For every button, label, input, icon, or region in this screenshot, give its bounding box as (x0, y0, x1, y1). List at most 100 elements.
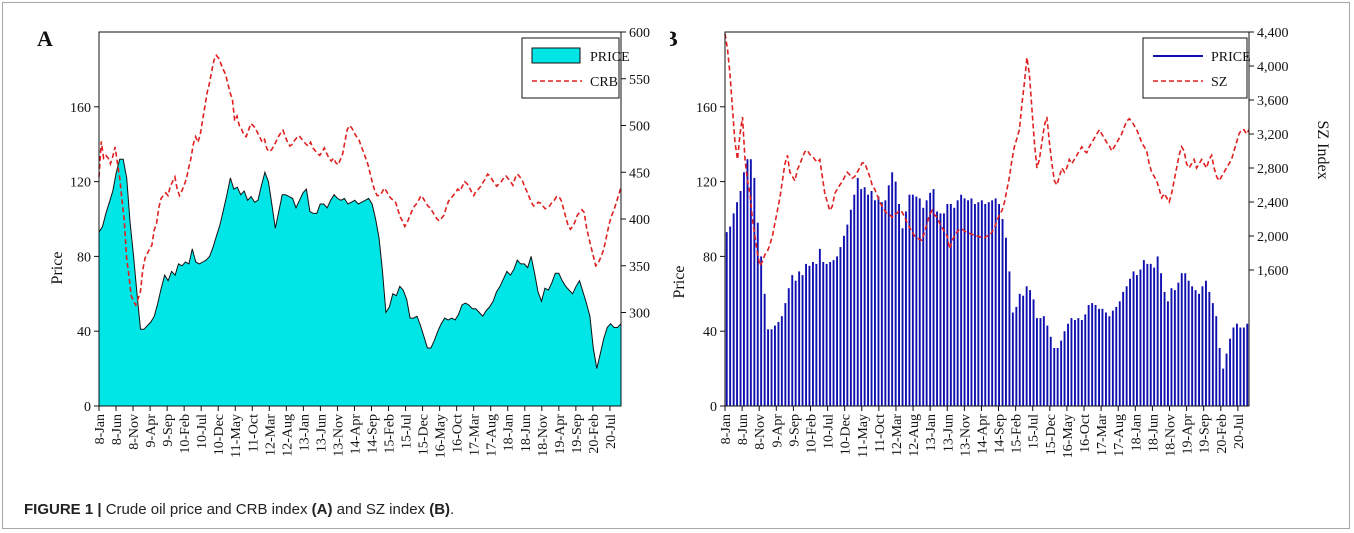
price-bar (898, 204, 900, 406)
x-tick-label: 13-Jan (297, 414, 312, 451)
price-bar (815, 263, 818, 406)
left-tick-label: 160 (696, 101, 717, 116)
price-bar (1136, 275, 1138, 406)
price-bar (918, 198, 921, 406)
price-bar (801, 275, 804, 406)
x-tick-label: 19-Sep (1198, 414, 1213, 454)
price-bar (849, 209, 852, 406)
caption-text-2: and SZ index (332, 501, 430, 518)
price-bar (967, 200, 969, 406)
price-bar (767, 329, 769, 406)
sz-line (724, 33, 1250, 269)
price-bar (808, 265, 811, 407)
x-tick-label: 10-Dec (839, 414, 854, 455)
figure-caption: FIGURE 1 | Crude oil price and CRB index… (24, 501, 454, 518)
x-tick-label: 16-May (1061, 414, 1076, 458)
price-bar (1242, 327, 1245, 406)
price-bar (984, 204, 987, 406)
price-bar (843, 235, 845, 406)
crb-line (98, 53, 622, 307)
left-tick-label: 120 (696, 176, 717, 191)
price-bar (774, 325, 776, 406)
price-bar (777, 321, 780, 406)
price-bar (1060, 340, 1063, 406)
right-tick-label: 300 (629, 307, 650, 322)
price-bar (1153, 267, 1156, 406)
price-bar (991, 200, 994, 406)
price-bar (1053, 348, 1056, 406)
price-bar (946, 204, 949, 406)
price-bar (1167, 301, 1169, 406)
price-bar (1077, 318, 1080, 406)
x-tick-label: 9-Apr (770, 414, 785, 448)
price-bar (1115, 306, 1118, 406)
x-tick-label: 16-Oct (1078, 414, 1093, 453)
price-bar (1177, 282, 1180, 406)
x-tick-label: 19-Apr (1181, 414, 1196, 455)
price-bar (1191, 286, 1194, 406)
x-tick-label: 14-Sep (366, 414, 381, 454)
price-bar (1080, 320, 1083, 406)
price-bar (725, 232, 728, 406)
x-tick-label: 19-Sep (570, 414, 585, 454)
price-bar (1246, 323, 1249, 406)
caption-text-3: . (450, 501, 455, 518)
price-bar (856, 177, 859, 406)
plot-frame (724, 31, 1250, 407)
x-tick-label: 9-Apr (144, 414, 159, 448)
x-tick-label: 12-Mar (890, 414, 905, 456)
price-bar (974, 204, 976, 406)
x-tick-label: 12-Aug (907, 414, 922, 457)
right-tick-label: 2,800 (1257, 162, 1289, 177)
x-tick-label: 18-Jun (519, 414, 534, 452)
price-bar (980, 200, 983, 406)
price-bar (1105, 312, 1107, 406)
price-bar (1087, 305, 1090, 406)
x-tick-label: 8-Jan (93, 414, 108, 444)
x-tick-label: 19-Apr (553, 414, 568, 455)
x-tick-label: 18-Nov (536, 414, 551, 457)
price-bar (884, 200, 887, 406)
panel-b-chart: B 0 40 80 120 160 1,600 2,000 2,400 2,800 3,200 3,6… (670, 26, 1331, 458)
price-bar (1232, 327, 1235, 406)
price-bar (915, 196, 918, 406)
x-tick-label: 13-Jan (924, 414, 939, 451)
price-bar (1122, 291, 1125, 406)
price-bar (911, 194, 914, 406)
left-axis-title: Price (671, 266, 688, 299)
price-bar (939, 213, 942, 406)
price-bar (846, 224, 849, 406)
price-bar (1056, 348, 1059, 406)
right-tick-label: 350 (629, 260, 650, 275)
price-bar (922, 207, 925, 406)
price-bar (860, 189, 863, 406)
left-tick-label: 0 (710, 400, 717, 415)
price-bar (1239, 327, 1242, 406)
price-bar (949, 204, 952, 406)
price-bar (770, 329, 773, 406)
price-bar (1015, 306, 1018, 406)
price-bar (1008, 271, 1011, 406)
price-bar (1142, 260, 1145, 406)
price-bar (956, 200, 959, 406)
price-bar (832, 260, 835, 406)
price-bar (977, 202, 980, 406)
price-bar (1022, 295, 1025, 406)
left-tick-label: 40 (77, 325, 91, 340)
price-bar (1108, 316, 1111, 406)
price-bar (1070, 318, 1073, 406)
price-bar (829, 262, 832, 406)
panel-letter-a: A (37, 26, 53, 51)
right-tick-label: 600 (629, 26, 650, 41)
price-bar (932, 189, 935, 406)
caption-panel-b: (B) (429, 501, 451, 518)
x-tick-label: 8-Nov (753, 414, 768, 450)
price-bar (763, 293, 766, 406)
price-bar (729, 226, 732, 406)
caption-label: FIGURE 1 | (24, 501, 102, 518)
x-tick-label: 18-Jan (502, 414, 517, 451)
price-bar (794, 280, 797, 406)
price-bar (805, 263, 807, 406)
price-bar (1160, 273, 1162, 406)
